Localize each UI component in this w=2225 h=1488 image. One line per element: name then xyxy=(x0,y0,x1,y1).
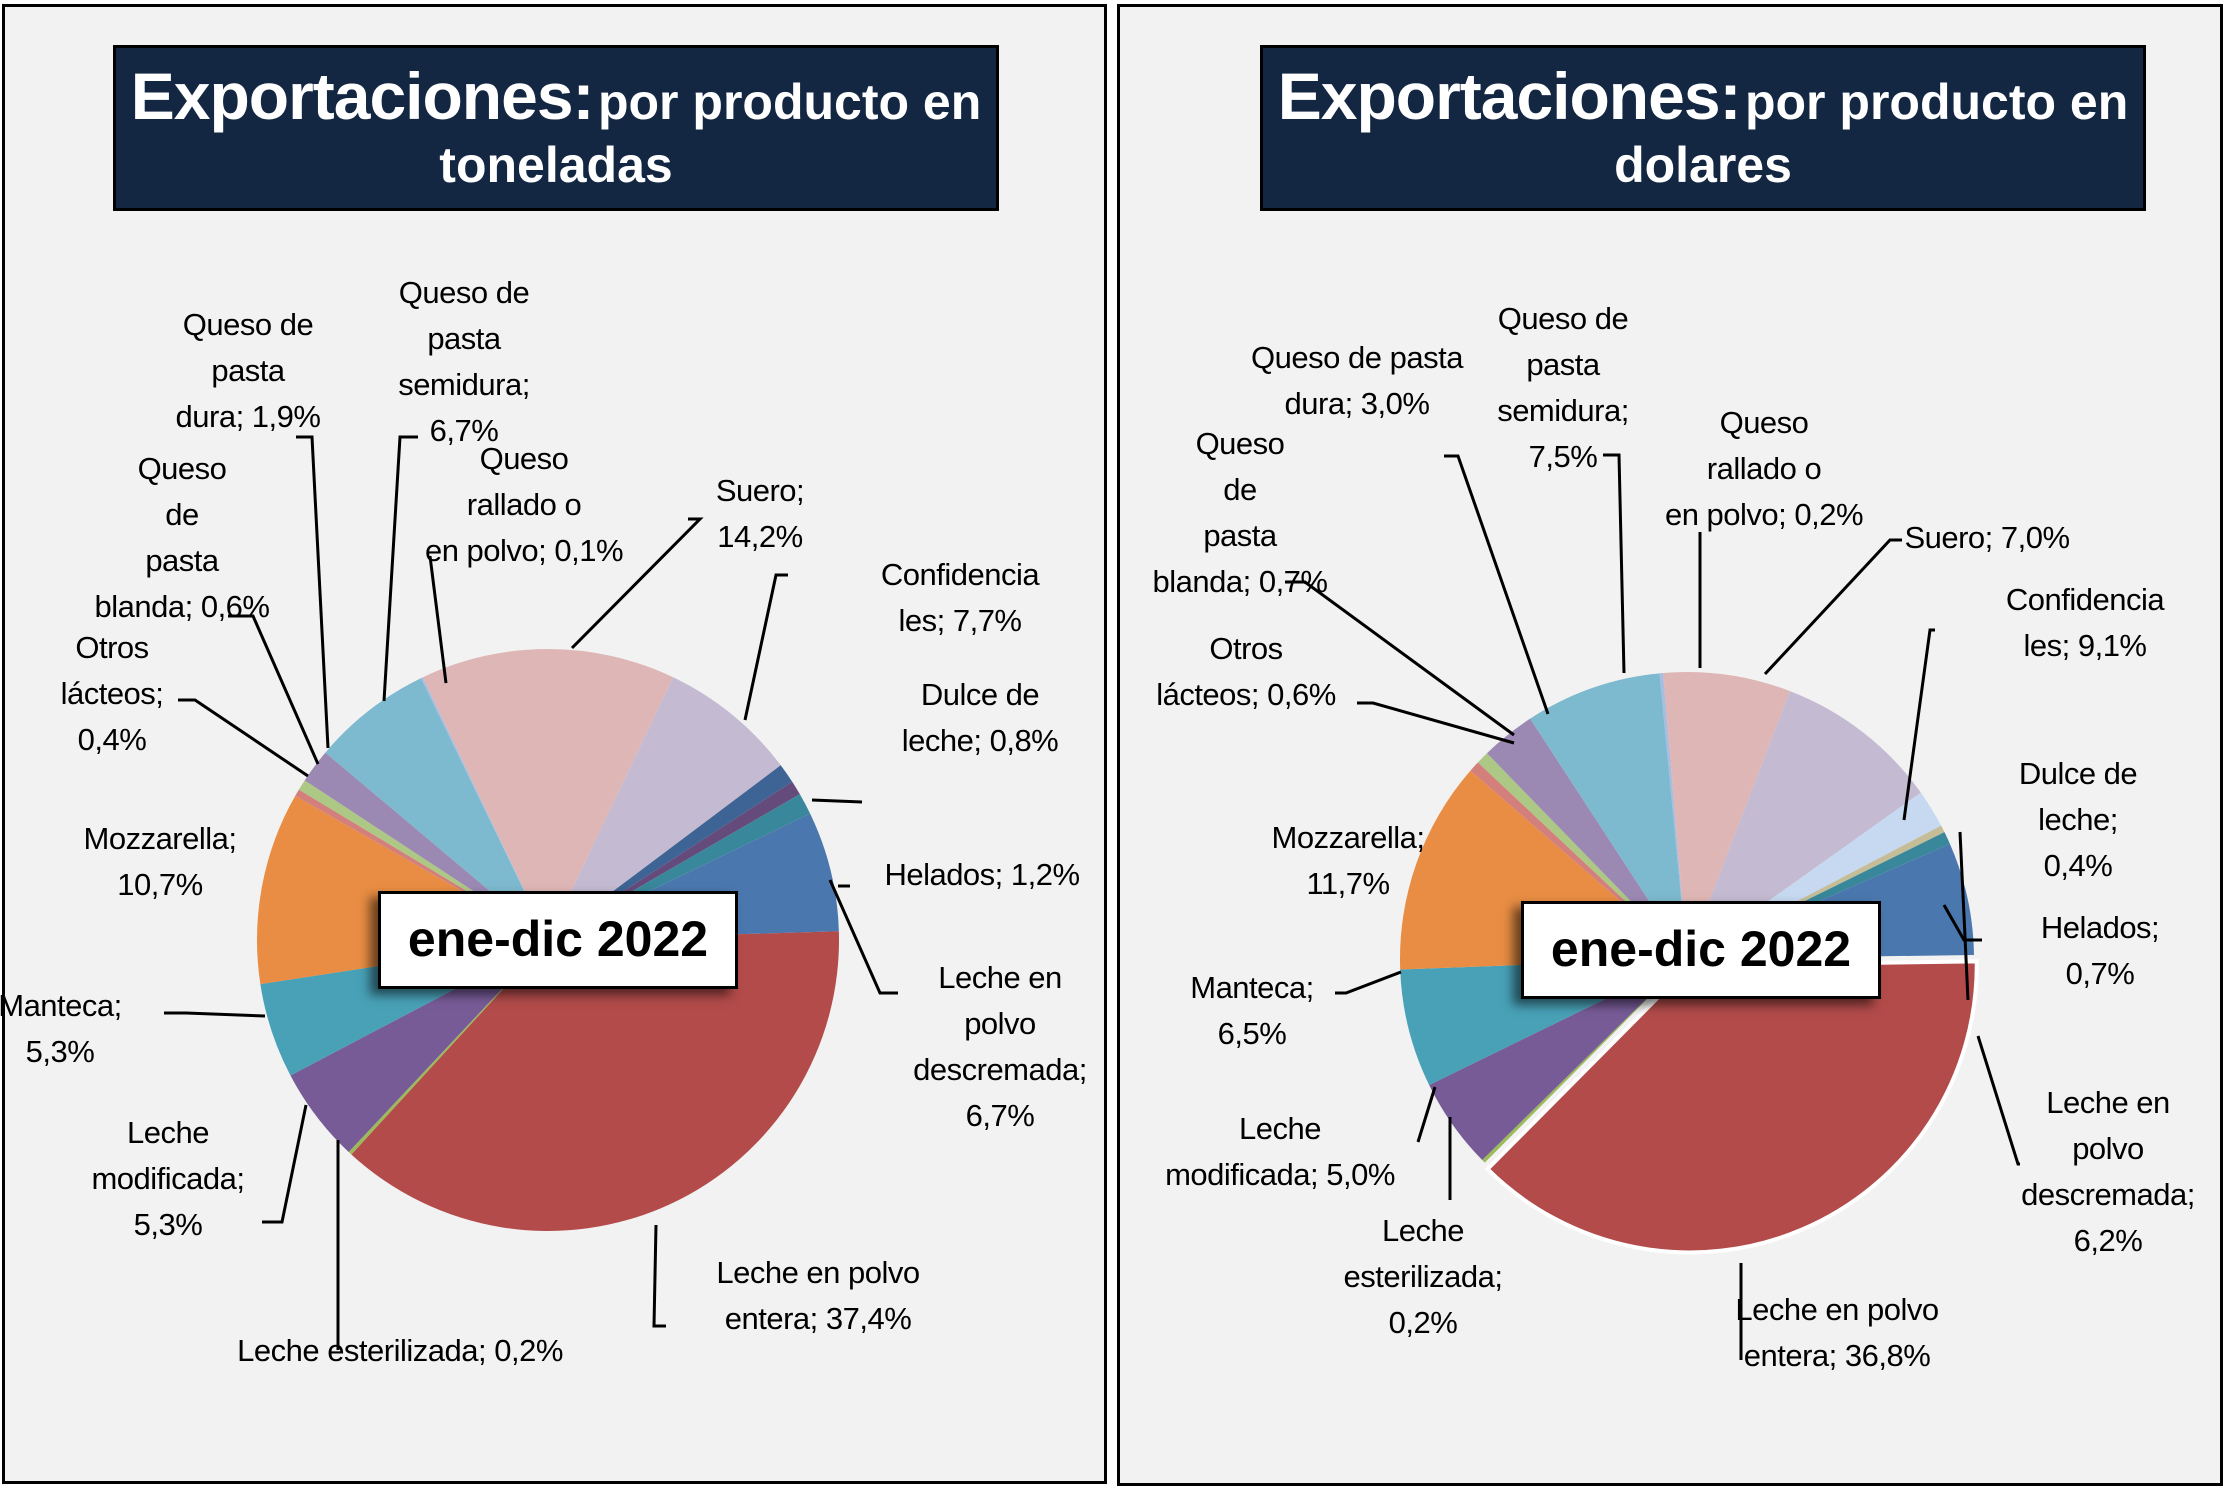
leader-line xyxy=(1902,628,1935,821)
chart-title-toneladas: Exportaciones: por producto en toneladas xyxy=(113,45,999,211)
data-label: Leche modificada; 5,0% xyxy=(1165,1111,1395,1192)
data-label: Mozzarella; 10,7% xyxy=(83,821,238,902)
data-label: Helados; 0,7% xyxy=(2040,910,2160,991)
pie-slice-queso-de-pasta-dura xyxy=(1486,718,1687,959)
leader-line xyxy=(164,1011,266,1018)
leader-line xyxy=(1416,1086,1437,1143)
leader-line xyxy=(1976,1035,2020,1166)
leader-line xyxy=(1763,538,1902,676)
data-label: Mozzarella; 11,7% xyxy=(1271,820,1426,901)
leader-line xyxy=(1942,904,1982,942)
pie-slice-confidencia-les xyxy=(1687,691,1921,959)
leader-line xyxy=(1603,453,1626,674)
data-label: Queso rallado o en polvo; 0,2% xyxy=(1664,405,1864,532)
data-label: Queso de pasta semidura; 7,5% xyxy=(1497,301,1629,474)
data-label: Confidencia les; 7,7% xyxy=(880,557,1040,638)
data-label: Leche en polvo entera; 36,8% xyxy=(1735,1292,1939,1373)
data-label: Leche en polvo entera; 37,4% xyxy=(716,1255,920,1336)
leader-line xyxy=(570,517,704,650)
leader-line xyxy=(296,435,330,749)
data-label: Suero; 7,0% xyxy=(1904,520,2070,555)
pie-slice-queso-de-pasta-semidura xyxy=(325,678,548,940)
title-bold: Exportaciones: xyxy=(130,59,595,133)
leader-line xyxy=(228,614,320,765)
pie-slice-leche-modificada xyxy=(290,940,548,1153)
pie-slice-leche-en-polvo-entera xyxy=(1484,959,1979,1255)
pie-slice-suero xyxy=(422,649,674,940)
leader-line xyxy=(428,555,448,684)
title-rest: por producto en dolares xyxy=(1614,74,2129,193)
title-rest: por producto en toneladas xyxy=(439,74,982,193)
chart-panel-toneladas: Exportaciones: por producto en toneladas xyxy=(2,4,1107,1484)
data-label: Queso de pasta dura; 1,9% xyxy=(175,307,321,434)
leader-line xyxy=(262,1104,308,1224)
data-label: Queso de pasta semidura; 6,7% xyxy=(398,275,530,448)
pie-slice-leche-esterilizada xyxy=(1482,959,1687,1163)
title-bold: Exportaciones: xyxy=(1277,59,1742,133)
leader-line xyxy=(811,798,863,804)
data-label: Suero; 14,2% xyxy=(715,473,805,554)
leader-line xyxy=(382,435,418,702)
leader-line xyxy=(178,698,309,778)
data-label: Leche esterilizada; 0,2% xyxy=(237,1333,563,1368)
leader-line xyxy=(1444,454,1550,715)
data-label: Leche modificada; 5,3% xyxy=(91,1115,245,1242)
pie-slice-queso-rallado-o-en-polvo xyxy=(421,677,548,940)
leader-line xyxy=(1285,580,1515,737)
pie-slice-leche-en-polvo-entera xyxy=(351,931,839,1231)
chart-title-dolares: Exportaciones: por producto en dolares xyxy=(1260,45,2146,211)
data-label: Confidencia les; 9,1% xyxy=(2005,582,2165,663)
leader-line xyxy=(652,1224,666,1328)
data-label: Manteca; 5,3% xyxy=(0,988,122,1069)
pie-slice-leche-esterilizada xyxy=(348,940,548,1155)
data-label: Otros lácteos; 0,6% xyxy=(1156,631,1336,712)
pie-slice-queso-rallado-o-en-polvo xyxy=(1659,672,1687,959)
pie-slice-leche-modificada xyxy=(1429,959,1687,1161)
data-label: Queso de pasta blanda; 0,7% xyxy=(1152,426,1328,599)
data-label: Dulce de leche; 0,8% xyxy=(901,677,1059,758)
data-label: Leche en polvo descremada; 6,7% xyxy=(913,960,1087,1133)
data-label: Queso de pasta dura; 3,0% xyxy=(1251,340,1463,421)
data-label: Manteca; 6,5% xyxy=(1190,970,1314,1051)
leader-line xyxy=(1335,970,1402,995)
pie-slice-confidencia-les xyxy=(548,677,781,940)
leader-line xyxy=(828,879,898,995)
data-label: Leche esterilizada; 0,2% xyxy=(1343,1213,1503,1340)
data-label: Queso rallado o en polvo; 0,1% xyxy=(424,441,624,568)
data-label: Leche en polvo descremada; 6,2% xyxy=(2021,1085,2195,1258)
pie-slice-suero xyxy=(1663,672,1790,959)
leader-line xyxy=(743,573,788,721)
data-label: Dulce de leche; 0,4% xyxy=(2018,756,2138,883)
leader-line xyxy=(1958,831,1970,1001)
data-label: Queso de pasta blanda; 0,6% xyxy=(94,451,270,624)
pie-slice-queso-de-pasta-semidura xyxy=(1530,673,1687,959)
period-badge-dolares: ene-dic 2022 xyxy=(1521,901,1881,999)
period-badge-toneladas: ene-dic 2022 xyxy=(378,891,738,989)
leader-line xyxy=(1357,701,1515,745)
data-label: Helados; 1,2% xyxy=(884,857,1080,892)
data-label: Otros lácteos; 0,4% xyxy=(60,630,164,757)
